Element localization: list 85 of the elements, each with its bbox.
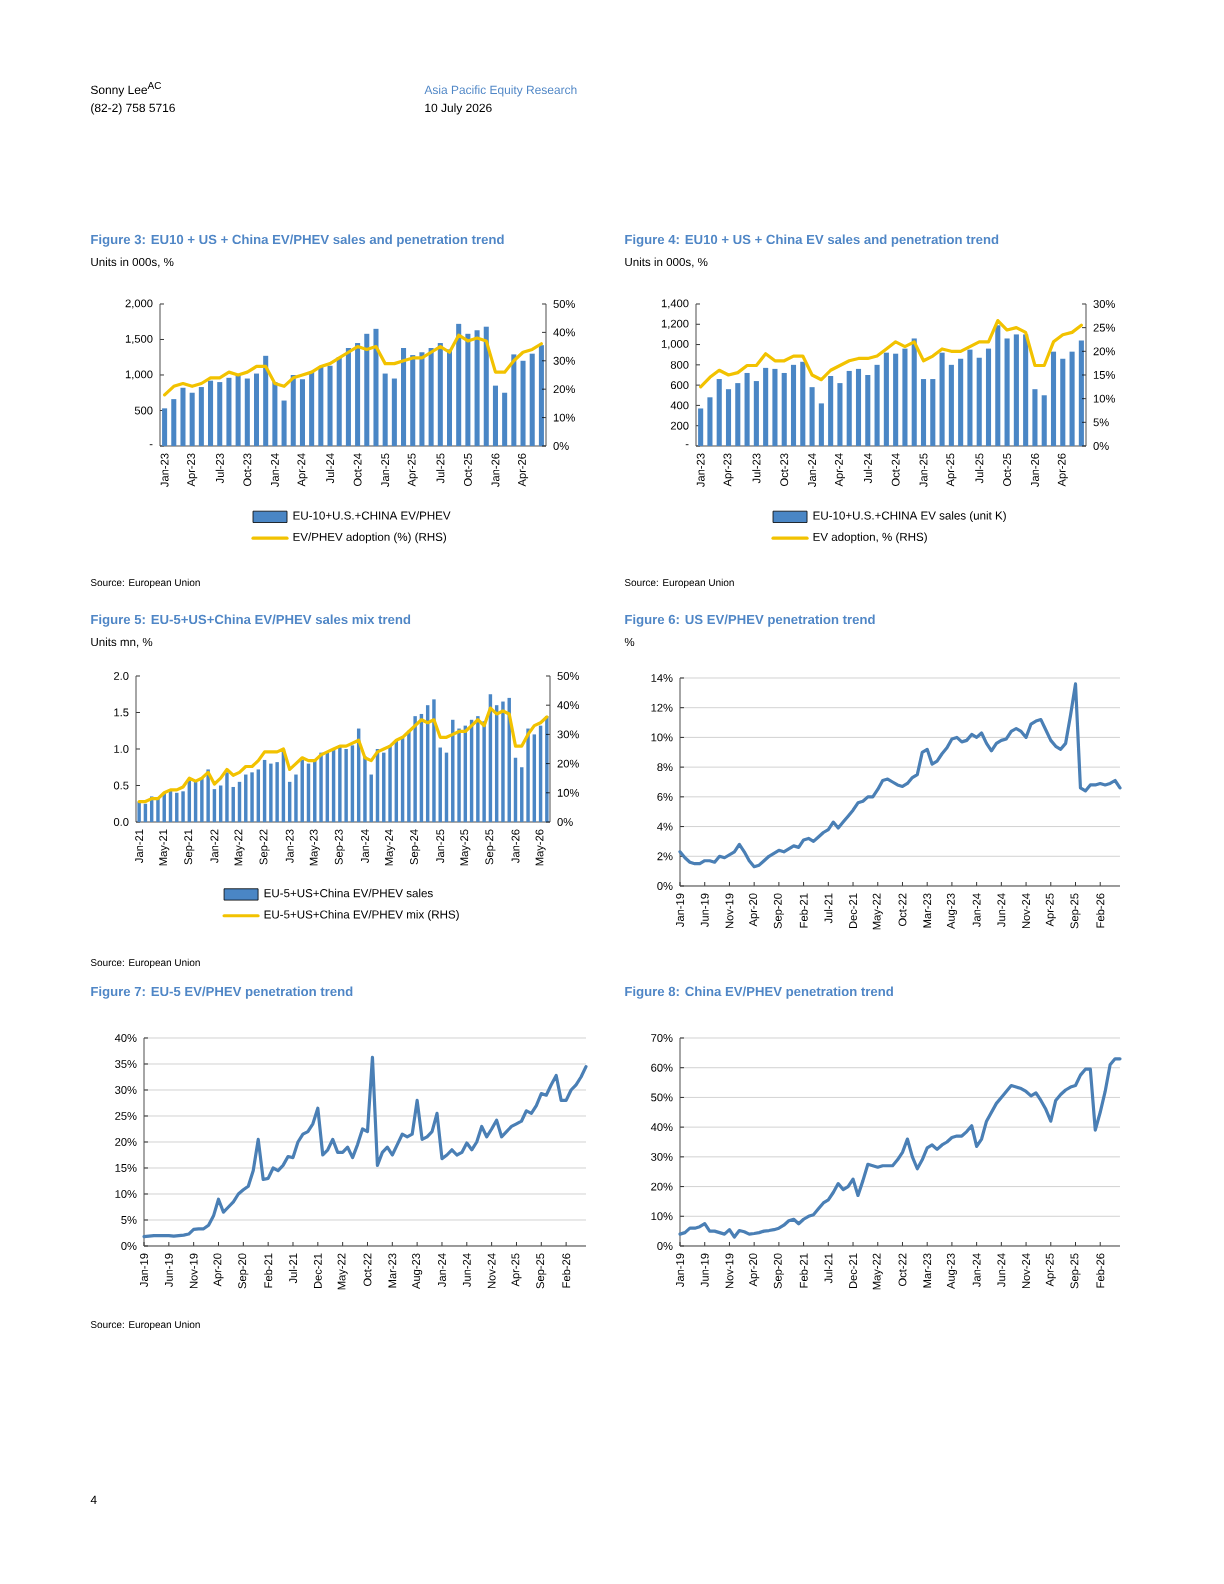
bar <box>818 403 824 446</box>
bar <box>1060 358 1066 446</box>
bar <box>171 399 177 446</box>
bar <box>244 378 250 446</box>
bar <box>800 361 806 446</box>
bar <box>716 379 722 446</box>
bar <box>939 352 945 446</box>
bar <box>1004 338 1010 446</box>
bar <box>911 338 917 446</box>
bar <box>976 357 982 446</box>
bar <box>189 392 195 446</box>
bar <box>446 349 453 446</box>
bar <box>865 374 871 446</box>
bar <box>874 364 880 446</box>
bar <box>837 383 843 446</box>
bar <box>474 330 480 446</box>
bar <box>846 370 852 446</box>
bar <box>428 348 434 446</box>
bar <box>920 379 927 446</box>
bar <box>217 382 223 446</box>
bar <box>382 373 388 446</box>
bar <box>698 408 704 446</box>
line-series <box>162 333 544 397</box>
bar <box>465 333 471 446</box>
bar <box>772 368 778 446</box>
bar <box>735 383 741 446</box>
bar <box>753 381 759 446</box>
bar <box>809 387 815 446</box>
bar <box>290 374 296 446</box>
bar <box>725 389 732 446</box>
bar <box>538 345 544 446</box>
bar <box>763 367 769 446</box>
bar <box>299 379 305 446</box>
bar <box>502 392 508 446</box>
bar <box>883 352 889 446</box>
bar <box>1069 351 1075 446</box>
bar <box>828 376 834 446</box>
bar <box>529 353 535 446</box>
bar <box>492 385 498 446</box>
bar <box>855 368 862 446</box>
bar <box>511 354 517 446</box>
bar <box>707 397 713 446</box>
bar <box>345 348 351 446</box>
bar <box>327 365 333 446</box>
bar <box>744 372 750 446</box>
bar <box>226 377 232 446</box>
bar <box>419 352 425 446</box>
bar <box>520 360 526 446</box>
bar <box>410 355 416 446</box>
bar <box>1050 351 1057 446</box>
bar <box>401 348 407 446</box>
bar <box>364 333 370 446</box>
bar <box>1013 334 1019 446</box>
bar <box>208 380 214 446</box>
bar <box>281 400 287 446</box>
bar <box>930 379 936 446</box>
bar <box>253 373 260 446</box>
bar <box>373 328 379 446</box>
bar <box>948 364 954 446</box>
bar <box>790 364 797 446</box>
bar <box>1041 395 1047 446</box>
bar <box>995 325 1001 446</box>
bar <box>263 355 269 446</box>
bar <box>180 387 186 446</box>
bar <box>1023 334 1029 446</box>
bar <box>902 348 908 446</box>
bar <box>272 382 278 446</box>
bar <box>483 326 489 446</box>
bar <box>967 349 973 446</box>
bar <box>958 358 964 446</box>
bar <box>391 378 397 446</box>
bar <box>1078 340 1084 446</box>
bar <box>318 366 324 446</box>
bar <box>162 408 168 446</box>
bar <box>437 343 443 446</box>
bar <box>309 371 315 446</box>
bar <box>336 357 342 446</box>
bar <box>781 372 787 446</box>
bar <box>985 348 992 446</box>
bar <box>235 374 241 446</box>
bar <box>355 343 361 446</box>
bar <box>893 353 899 446</box>
bar <box>456 323 462 446</box>
bar <box>198 387 204 446</box>
bar <box>1032 389 1038 446</box>
